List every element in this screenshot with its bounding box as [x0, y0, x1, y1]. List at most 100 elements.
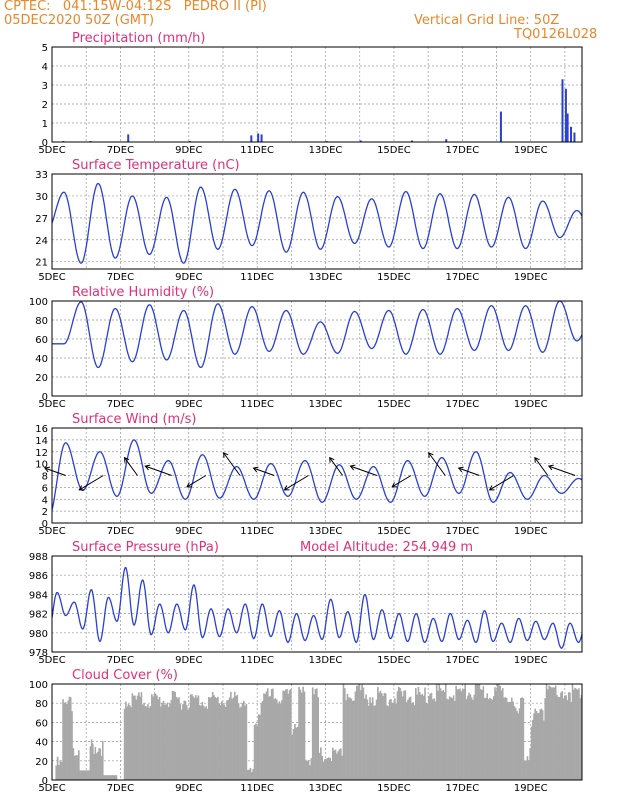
cloud-bar: [257, 714, 260, 780]
precip-bar: [570, 126, 573, 142]
cloud-bar: [571, 684, 574, 780]
cloud-bar: [441, 691, 443, 780]
cloud-bar: [81, 770, 84, 780]
y-tick-label: 27: [35, 214, 48, 225]
panel-frame: [51, 555, 583, 653]
cloud-bar: [403, 690, 405, 780]
cloud-bar: [332, 747, 334, 780]
cloud-bar: [335, 753, 338, 780]
series-line: [51, 567, 583, 649]
cloud-bar: [273, 699, 275, 780]
cloud-bar: [214, 697, 217, 780]
cloud-bar: [220, 701, 223, 780]
cloud-bar: [311, 687, 314, 780]
cloud-bar: [499, 685, 501, 780]
cloud-bar: [576, 689, 579, 780]
cloud-bar: [438, 684, 441, 780]
cloud-bar: [558, 696, 561, 780]
y-tick-label: 12: [35, 448, 48, 459]
cloud-bar: [111, 775, 114, 780]
panel-frame: [51, 427, 583, 524]
cloud-bar: [143, 702, 145, 780]
cloud-bar: [272, 688, 274, 780]
cloud-bar: [237, 703, 240, 780]
x-tick-label: 15DEC: [377, 145, 411, 156]
cloud-bar: [375, 699, 378, 780]
x-tick-label: 19DEC: [514, 272, 548, 283]
cloud-bar: [398, 686, 400, 780]
cloud-bar: [425, 702, 428, 780]
cloud-bar: [213, 695, 215, 780]
y-tick-label: 5: [42, 43, 48, 54]
cloud-bar: [77, 750, 80, 780]
cloud-bar: [554, 685, 557, 780]
cloud-bar: [553, 687, 556, 780]
y-tick-label: 14: [35, 436, 48, 447]
cloud-bar: [490, 698, 492, 780]
wind-vector: [391, 475, 412, 488]
wind-vector: [329, 457, 344, 476]
cloud-bar: [382, 695, 384, 780]
cloud-bar: [535, 710, 538, 780]
precip-bar: [127, 134, 130, 142]
cloud-bar: [99, 748, 102, 780]
wind-vector: [223, 452, 241, 476]
cloud-bar: [127, 703, 130, 780]
cloud-bar: [369, 697, 371, 780]
cloud-bar: [170, 699, 173, 780]
y-tick-label: 24: [35, 236, 48, 247]
x-tick-label: 19DEC: [514, 145, 548, 156]
cloud-bar: [395, 703, 398, 780]
cloud-bar: [279, 703, 282, 780]
panel-frame: [51, 683, 583, 781]
cloud-bar: [161, 702, 163, 780]
cloud-bar: [256, 726, 259, 780]
cloud-bar: [149, 705, 152, 780]
cloud-bar: [115, 775, 118, 780]
cloud-bar: [394, 698, 396, 780]
y-tick-label: 0: [42, 138, 48, 149]
cloud-bar: [564, 695, 566, 780]
cloud-bar: [355, 685, 358, 780]
y-tick-label: 10: [35, 460, 48, 471]
cloud-bar: [154, 693, 157, 780]
header-model: TQ0126L028: [514, 27, 598, 42]
cloud-bar: [85, 770, 88, 780]
x-tick-label: 17DEC: [445, 272, 479, 283]
cloud-bar: [448, 696, 451, 780]
y-tick-label: 16: [35, 424, 48, 435]
wind-vector: [79, 475, 104, 491]
cloud-bar: [473, 694, 476, 780]
cloud-bar: [313, 694, 315, 780]
cloud-bar: [420, 695, 422, 780]
cloud-bar: [350, 698, 353, 780]
cloud-bar: [123, 708, 126, 780]
y-tick-label: 2: [42, 100, 48, 111]
cloud-bar: [217, 696, 219, 780]
cloud-bar: [152, 696, 154, 780]
wind-vector: [458, 467, 480, 476]
x-tick-label: 5DEC: [38, 399, 65, 410]
cloud-bar: [439, 688, 442, 780]
panel-title: Precipitation (mm/h): [72, 31, 205, 46]
cloud-bar: [136, 695, 139, 780]
cloud-bar: [284, 689, 287, 780]
cloud-bar: [508, 701, 511, 780]
cloud-bar: [59, 760, 62, 780]
y-tick-label: 0: [42, 776, 48, 787]
cloud-bar: [148, 707, 151, 780]
x-tick-label: 13DEC: [309, 399, 343, 410]
x-tick-label: 5DEC: [38, 272, 65, 283]
cloud-bar: [531, 719, 534, 780]
x-tick-label: 11DEC: [240, 655, 274, 666]
x-tick-label: 7DEC: [107, 272, 134, 283]
cloud-bar: [55, 765, 58, 780]
cloud-bar: [255, 723, 257, 780]
cloud-bar: [278, 701, 281, 780]
cloud-bar: [140, 692, 143, 780]
cloud-bar: [232, 697, 235, 780]
cloud-bar: [566, 700, 569, 780]
cloud-bar: [516, 710, 518, 780]
cloud-bar: [321, 755, 323, 780]
cloud-bar: [94, 747, 97, 780]
